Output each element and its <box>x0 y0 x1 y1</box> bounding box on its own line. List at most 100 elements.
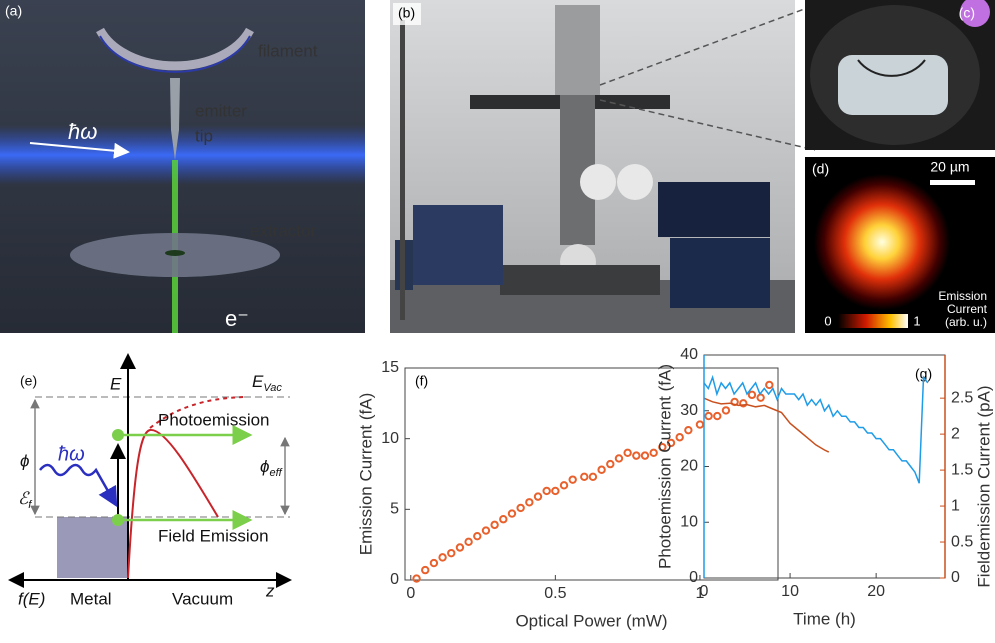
label: E <box>110 374 122 393</box>
window <box>838 55 948 115</box>
axes-box <box>704 355 945 578</box>
series-line <box>704 398 829 452</box>
point <box>616 455 622 461</box>
y-tick-label: 5 <box>390 501 399 518</box>
point <box>705 413 711 419</box>
colorbar-title: (arb. u.) <box>945 315 987 329</box>
extractor-hole <box>165 250 185 256</box>
metal <box>57 517 128 578</box>
y2-axis-label: Fieldemission Current (pA) <box>974 385 993 587</box>
point <box>749 392 755 398</box>
point <box>624 450 630 456</box>
scalebar-label: 20 µm <box>930 159 969 175</box>
label-sub: eff <box>269 467 282 479</box>
label: emitter <box>195 101 247 120</box>
label: filament <box>258 41 318 60</box>
point <box>509 510 515 516</box>
point <box>457 544 463 550</box>
figure: (a) filament emitter tip ħω extractor e⁻… <box>0 0 995 638</box>
y2-tick-label: 2.5 <box>951 389 973 406</box>
point <box>517 505 523 511</box>
x-axis-label: Optical Power (mW) <box>515 611 667 630</box>
laser-beam <box>0 125 365 185</box>
label: ϕeff <box>260 457 283 478</box>
y-tick-label: 0 <box>390 571 399 588</box>
point <box>697 421 703 427</box>
point <box>439 554 445 560</box>
colorbar-title: Current <box>947 302 988 316</box>
panel-label: (c) <box>959 5 975 21</box>
point <box>526 499 532 505</box>
panel-e: (e) E EVac Photoemission ϕ ħω ϕeff ℰf Fi… <box>10 355 290 608</box>
label: Photoemission <box>158 410 270 429</box>
y-tick-label: 15 <box>381 359 399 376</box>
point <box>543 488 549 494</box>
point <box>431 560 437 566</box>
label: Field Emission <box>158 526 269 545</box>
y2-tick-label: 0.5 <box>951 533 973 550</box>
column-top <box>555 5 600 95</box>
point <box>535 493 541 499</box>
panel-label: (e) <box>20 373 37 389</box>
monitor <box>413 205 503 285</box>
point <box>422 567 428 573</box>
panel-a: (a) filament emitter tip ħω extractor e⁻ <box>0 0 365 333</box>
electron <box>112 514 124 526</box>
x-tick-label: 0 <box>700 583 709 600</box>
lens <box>580 164 616 200</box>
point <box>676 434 682 440</box>
colorbar-tick: 1 <box>913 313 920 328</box>
point <box>474 533 480 539</box>
y-axis-label: Emission Current (fA) <box>356 393 375 555</box>
photon-wave <box>40 465 116 505</box>
y2-tick-label: 1.5 <box>951 461 973 478</box>
label: EVac <box>252 372 282 393</box>
label-sub: f <box>28 499 32 511</box>
colorbar <box>838 314 908 328</box>
x-tick-label: 0 <box>406 585 415 602</box>
label: e⁻ <box>225 306 249 331</box>
point <box>598 467 604 473</box>
label: E <box>252 372 264 391</box>
y-tick-label: 30 <box>680 402 698 419</box>
point <box>633 452 639 458</box>
x-tick-label: 10 <box>781 583 799 600</box>
label: ħω <box>68 119 97 144</box>
label: z <box>265 581 275 600</box>
point <box>581 474 587 480</box>
point <box>448 550 454 556</box>
point <box>465 539 471 545</box>
y-tick-label: 0 <box>689 569 698 586</box>
label: f(E) <box>18 589 45 608</box>
page: Figure {"figure": { "a": {"label": "(a)"… <box>0 0 995 643</box>
y2-tick-label: 1 <box>951 497 960 514</box>
label: extractor <box>250 221 316 240</box>
panel-c: (c) <box>805 0 995 150</box>
point <box>723 407 729 413</box>
point <box>491 522 497 528</box>
cable <box>400 20 405 320</box>
y-axis-label: Photoemission Current (fA) <box>655 364 674 569</box>
panel-label: (f) <box>415 373 428 389</box>
point <box>590 474 596 480</box>
y2-tick-label: 0 <box>951 569 960 586</box>
point <box>685 427 691 433</box>
label: ϕ <box>260 457 269 476</box>
lens <box>617 164 653 200</box>
x-tick-label: 20 <box>867 583 885 600</box>
panel-label: (b) <box>398 5 415 21</box>
colorbar-title: Emission <box>938 289 987 303</box>
label: ℰf <box>18 489 32 510</box>
emission-spot <box>814 174 950 310</box>
point <box>714 413 720 419</box>
label: ϕ <box>20 451 29 470</box>
label: Vacuum <box>172 589 233 608</box>
point <box>483 527 489 533</box>
panel-label: (a) <box>5 3 22 19</box>
label: tip <box>195 126 213 145</box>
y-tick-label: 10 <box>381 430 399 447</box>
y2-tick-label: 2 <box>951 425 960 442</box>
label: ħω <box>58 443 85 465</box>
panel-b: (b) <box>390 0 815 333</box>
panel-label: (d) <box>812 161 829 177</box>
